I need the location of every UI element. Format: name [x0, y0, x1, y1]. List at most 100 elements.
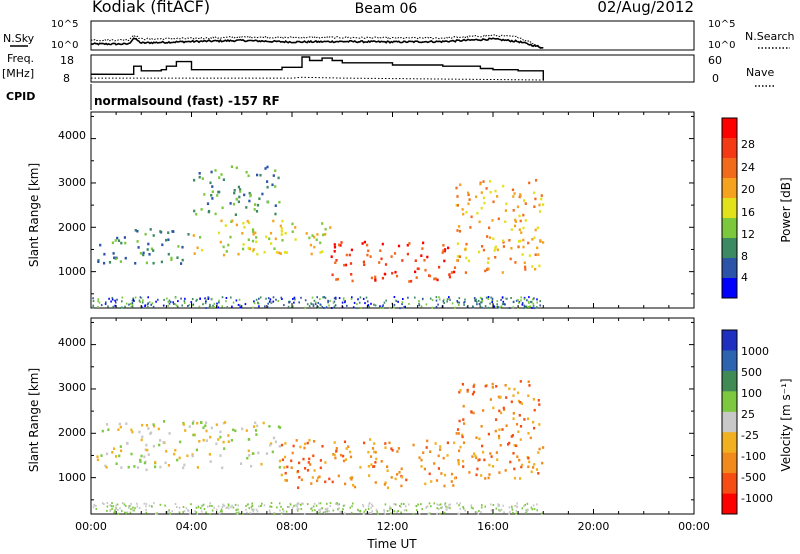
heatmap-cell: [484, 269, 487, 273]
heatmap-cell: [237, 511, 240, 514]
heatmap-cell: [167, 231, 170, 234]
heatmap-cell: [282, 510, 285, 513]
heatmap-cell: [531, 265, 534, 268]
heatmap-cell: [210, 306, 212, 309]
heatmap-cell: [356, 303, 358, 306]
heatmap-cell: [446, 300, 448, 303]
heatmap-cell: [278, 466, 281, 469]
heatmap-cell: [475, 436, 478, 439]
heatmap-cell: [196, 298, 198, 301]
heatmap-cell: [176, 256, 179, 259]
heatmap-cell: [171, 510, 173, 513]
heatmap-cell: [458, 504, 460, 507]
heatmap-cell: [492, 513, 495, 515]
heatmap-cell: [461, 435, 464, 439]
heatmap-cell: [401, 259, 404, 262]
heatmap-cell: [532, 466, 535, 469]
heatmap-cell: [541, 461, 544, 465]
heatmap-cell: [344, 300, 346, 303]
heatmap-cell: [125, 302, 128, 305]
heatmap-cell: [344, 458, 348, 461]
heatmap-cell: [393, 503, 395, 506]
heatmap-cell: [309, 463, 312, 466]
heatmap-cell: [288, 301, 290, 304]
heatmap-cell: [489, 452, 492, 455]
heatmap-cell: [171, 230, 174, 233]
heatmap-cell: [190, 503, 192, 506]
heatmap-cell: [185, 507, 188, 510]
heatmap-cell: [321, 250, 324, 253]
cpid-text: normalsound (fast) -157 RF: [94, 94, 280, 108]
heatmap-cell: [193, 178, 196, 182]
heatmap-cell: [238, 298, 241, 301]
heatmap-cell: [271, 183, 274, 187]
heatmap-cell: [172, 301, 174, 304]
heatmap-cell: [227, 440, 230, 443]
heatmap-cell: [358, 301, 361, 304]
heatmap-cell: [100, 454, 103, 457]
heatmap-cell: [234, 503, 237, 506]
heatmap-cell: [145, 424, 149, 427]
heatmap-cell: [303, 446, 306, 450]
heatmap-cell: [458, 449, 461, 453]
heatmap-cell: [367, 249, 370, 253]
heatmap-cell: [462, 212, 465, 216]
heatmap-cell: [311, 507, 313, 509]
heatmap-cell: [191, 422, 194, 425]
heatmap-cell: [531, 508, 534, 511]
heatmap-cell: [476, 467, 479, 471]
heatmap-cell: [205, 298, 207, 301]
heatmap-cell: [277, 176, 280, 180]
heatmap-cell: [418, 300, 420, 303]
heatmap-cell: [313, 440, 316, 443]
heatmap-cell: [136, 229, 139, 233]
heatmap-cell: [297, 486, 300, 489]
heatmap-cell: [357, 508, 359, 511]
heatmap-cell: [388, 509, 391, 512]
heatmap-cell: [499, 306, 501, 309]
heatmap-cell: [287, 305, 290, 308]
heatmap-cell: [391, 271, 394, 275]
heatmap-cell: [229, 235, 232, 239]
heatmap-cell: [142, 299, 144, 302]
heatmap-cell: [155, 300, 157, 303]
heatmap-cell: [425, 505, 428, 508]
heatmap-cell: [247, 246, 250, 250]
heatmap-cell: [254, 421, 257, 425]
heatmap-cell: [221, 466, 224, 470]
heatmap-cell: [448, 296, 450, 299]
colorbar-segment: [722, 330, 737, 351]
power-cbar-tick-12: 12: [741, 228, 755, 241]
heatmap-cell: [484, 305, 487, 307]
heatmap-cell: [134, 296, 137, 299]
heatmap-cell: [311, 476, 314, 479]
heatmap-cell: [316, 296, 318, 299]
heatmap-cell: [242, 247, 245, 251]
heatmap-cell: [145, 505, 147, 508]
heatmap-cell: [295, 504, 297, 507]
heatmap-cell: [435, 479, 439, 482]
heatmap-cell: [498, 409, 501, 413]
heatmap-cell: [511, 505, 513, 508]
heatmap-cell: [390, 255, 393, 258]
heatmap-cell: [428, 274, 432, 278]
heatmap-cell: [344, 301, 346, 304]
heatmap-cell: [191, 453, 194, 456]
heatmap-cell: [422, 451, 425, 454]
power-panel-frame: [90, 111, 695, 309]
heatmap-cell: [339, 453, 343, 457]
heatmap-cell: [255, 508, 258, 511]
heatmap-cell: [336, 277, 339, 281]
heatmap-cell: [124, 504, 127, 507]
heatmap-cell: [473, 383, 476, 387]
heatmap-cell: [204, 302, 207, 305]
heatmap-cell: [441, 251, 444, 254]
heatmap-cell: [112, 305, 114, 308]
heatmap-cell: [512, 417, 515, 420]
heatmap-cell: [200, 505, 203, 508]
heatmap-cell: [221, 296, 224, 299]
heatmap-cell: [457, 432, 460, 435]
heatmap-cell: [472, 385, 475, 388]
heatmap-cell: [378, 261, 381, 264]
heatmap-cell: [475, 473, 478, 477]
